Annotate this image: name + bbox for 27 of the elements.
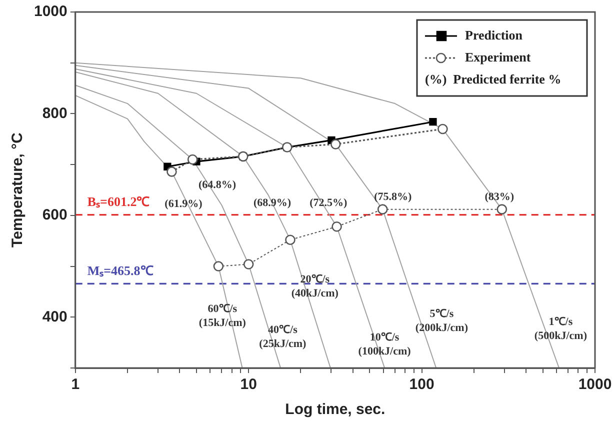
annotation: 40℃/s (25kJ/cm): [259, 324, 307, 350]
y-tick-label: 1000: [34, 3, 68, 20]
x-tick-label: 1000: [578, 376, 612, 394]
annotation: (%) Predicted ferrite %: [425, 71, 562, 86]
annotation: 20℃/s (40kJ/cm): [291, 273, 339, 300]
annotation: 60℃/s (15kJ/cm): [198, 302, 246, 329]
annotation: (61.9%): [164, 198, 203, 210]
ref-line-label: Mₛ=465.8℃: [87, 263, 154, 278]
legend-label: Experiment: [465, 49, 532, 64]
y-tick-label: 400: [42, 308, 68, 326]
x-tick-label: 100: [409, 376, 434, 394]
ref-line-label: Bₛ=601.2℃: [87, 194, 150, 210]
legend-label: Prediction: [465, 27, 524, 42]
x-tick-label: 10: [240, 376, 257, 394]
x-tick-label: 1: [71, 376, 80, 394]
y-tick-label: 600: [42, 206, 68, 224]
x-axis-title: Log time, sec.: [285, 401, 386, 418]
annotation: 1℃/s (500kJ/cm): [534, 316, 588, 342]
y-tick-label: 800: [42, 104, 68, 122]
annotation: (68.9%): [254, 197, 292, 210]
annotation: 10℃/s (100kJ/cm): [358, 331, 412, 358]
annotation: 5℃/s (200kJ/cm): [415, 308, 468, 334]
y-axis-title: Temperature, °C: [9, 132, 26, 248]
annotation: (75.8%): [374, 190, 412, 203]
annotation: (72.5%): [310, 197, 348, 210]
annotation: (83%): [484, 190, 514, 203]
annotation: (64.8%): [198, 178, 236, 191]
